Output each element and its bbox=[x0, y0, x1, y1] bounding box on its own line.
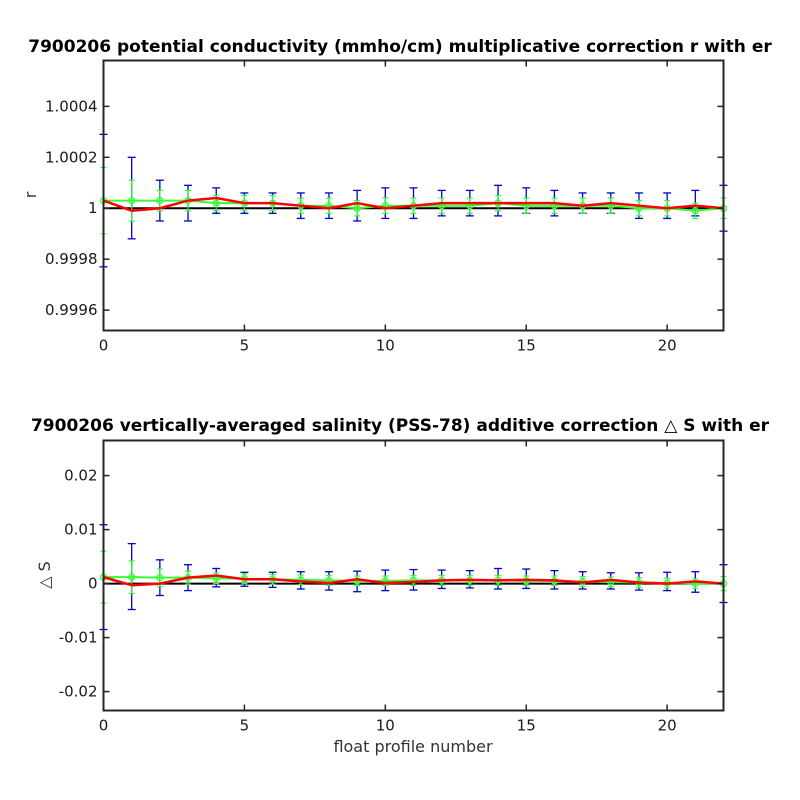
x-tick-label: 5 bbox=[240, 337, 250, 355]
panel-title: 7900206 vertically-averaged salinity (PS… bbox=[31, 416, 770, 436]
x-tick-label: 0 bbox=[99, 337, 109, 355]
series-layer bbox=[99, 133, 728, 268]
y-tick-label: 0.01 bbox=[64, 521, 97, 539]
x-tick-label: 15 bbox=[517, 337, 536, 355]
correction-point bbox=[212, 199, 220, 207]
x-tick-label: 5 bbox=[240, 717, 250, 735]
x-tick-label: 10 bbox=[376, 717, 395, 735]
y-tick-label: 1.0004 bbox=[45, 97, 98, 115]
correction-point bbox=[409, 576, 418, 585]
correction-point bbox=[156, 196, 164, 205]
y-axis-label: △ S bbox=[35, 561, 54, 589]
x-axis-label: float profile number bbox=[333, 737, 493, 756]
x-tick-label: 20 bbox=[658, 717, 677, 735]
ticks-layer: 0 5 10 15 20 0.9996 0.9998 1 1.0002 1.0004 bbox=[45, 60, 724, 355]
correction-line bbox=[103, 576, 724, 585]
correction-point bbox=[691, 207, 699, 215]
conductivity-correction-panel: 7900206 potential conductivity (mmho/cm)… bbox=[21, 37, 772, 355]
y-tick-label: 0.9998 bbox=[45, 250, 98, 268]
y-tick-label: 1.0002 bbox=[45, 148, 98, 166]
y-tick-label: 0 bbox=[88, 575, 98, 593]
y-tick-label: 0.02 bbox=[64, 467, 97, 485]
x-tick-label: 10 bbox=[376, 337, 395, 355]
fit-line bbox=[103, 196, 724, 213]
axes-frame bbox=[102, 59, 725, 332]
y-tick-label: 1 bbox=[88, 199, 98, 217]
x-tick-label: 20 bbox=[658, 337, 677, 355]
y-axis-label: r bbox=[21, 191, 40, 198]
panel-title: 7900206 potential conductivity (mmho/cm)… bbox=[28, 37, 772, 57]
correction-point bbox=[128, 196, 136, 205]
ticks-layer: 0 5 10 15 20 -0.02 -0.01 0 0.01 0.02 bbox=[59, 440, 724, 735]
correction-point bbox=[297, 576, 305, 584]
correction-point bbox=[128, 573, 136, 581]
correction-point bbox=[156, 574, 164, 582]
axes-frame bbox=[102, 439, 725, 712]
salinity-correction-panel: 7900206 vertically-averaged salinity (PS… bbox=[31, 416, 770, 756]
x-tick-label: 15 bbox=[517, 717, 536, 735]
y-tick-label: 0.9996 bbox=[45, 301, 98, 319]
y-tick-label: -0.01 bbox=[59, 629, 98, 647]
fit-line bbox=[103, 574, 724, 587]
x-tick-label: 0 bbox=[99, 717, 109, 735]
correction-point bbox=[353, 204, 361, 212]
y-tick-label: -0.02 bbox=[59, 683, 98, 701]
